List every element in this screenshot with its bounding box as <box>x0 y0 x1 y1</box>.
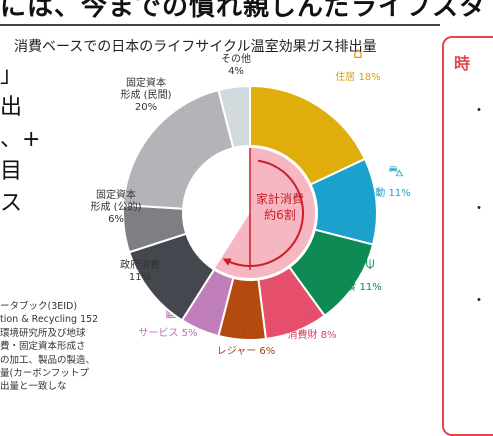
slice-label: レジャー 6% <box>216 346 276 357</box>
source-note-line: ータブック(3EID) <box>0 301 78 312</box>
slice-label: 固定資本 形成 (民間) 20% <box>106 78 186 114</box>
food-icon: ⍦ <box>365 254 374 272</box>
slice-label-line: 形成 (民間) <box>120 90 172 101</box>
source-note-line: 費・固定資本形成さ <box>0 341 86 353</box>
slice-label-line: 11% <box>128 272 152 283</box>
chart-title: 消費ベースでの日本のライフサイクル温室効果ガス排出量 <box>14 39 377 55</box>
slice-label-line: 政府消費 <box>120 260 160 271</box>
slice-label-line: 固定資本 <box>96 190 136 201</box>
slice-label: サービス 5% <box>138 328 198 339</box>
left-fragment: ス <box>0 191 23 216</box>
page-banner: には、今までの慣れ親しんだライフスタ <box>0 0 487 20</box>
slice-label-line: 固定資本 <box>126 78 166 89</box>
side-panel-bullet: ・ <box>472 201 486 217</box>
slice-label: その他 4% <box>196 54 276 78</box>
slice-label: 消費財 8% <box>287 330 337 341</box>
side-panel-bullet: ・ <box>472 103 486 119</box>
left-fragment: 目 <box>0 159 23 184</box>
household-arrow <box>226 159 304 267</box>
source-note-line: 量(カーボンフットプ <box>0 368 89 380</box>
side-panel-heading: 時 <box>454 54 471 73</box>
clothing-icon: ⌓ <box>306 304 318 322</box>
slice-label: 政府消費 11% <box>100 260 180 284</box>
side-panel-bullet: ・ <box>472 293 486 309</box>
slice-label-line: その他 <box>221 54 251 65</box>
left-fragment: 、+ <box>0 127 41 152</box>
slice-label-line: 4% <box>228 66 244 77</box>
center-label: 家計消費 <box>256 191 304 206</box>
source-note-line: 環境研究所及び地球 <box>0 327 86 339</box>
left-text-column: 」 出 、+ 目 ス <box>0 60 40 220</box>
left-fragment: 」 <box>0 63 23 88</box>
left-fragment: 出 <box>0 95 23 120</box>
source-note-line: tion & Recycling 152 <box>0 314 99 326</box>
slice-label: 固定資本 形成 (公的) 6% <box>76 190 156 226</box>
header-divider <box>0 24 440 26</box>
arrow-head-icon <box>222 258 232 266</box>
center-label: 約6割 <box>264 207 296 222</box>
slice-label: 住居 18% <box>335 72 381 83</box>
slice-label-line: 20% <box>134 102 158 113</box>
source-note-line: 出量と一致しな <box>0 381 67 393</box>
slice-label: 食 11% <box>346 282 382 293</box>
donut-slice <box>217 84 251 150</box>
source-note-line: の加工、製品の製造、 <box>0 354 96 366</box>
household-share-fill <box>215 148 315 278</box>
slice-label: 移動 11% <box>365 188 411 199</box>
car-icon: ⛍ <box>388 162 403 180</box>
source-note: ータブック(3EID) tion & Recycling 152 環境研究所及び… <box>0 300 140 394</box>
leisure-icon: ⚐ <box>241 320 254 338</box>
slice-label-line: 形成 (公的) <box>90 202 142 213</box>
house-icon: ⌂ <box>353 44 363 62</box>
slice-label-line: 6% <box>108 214 124 225</box>
